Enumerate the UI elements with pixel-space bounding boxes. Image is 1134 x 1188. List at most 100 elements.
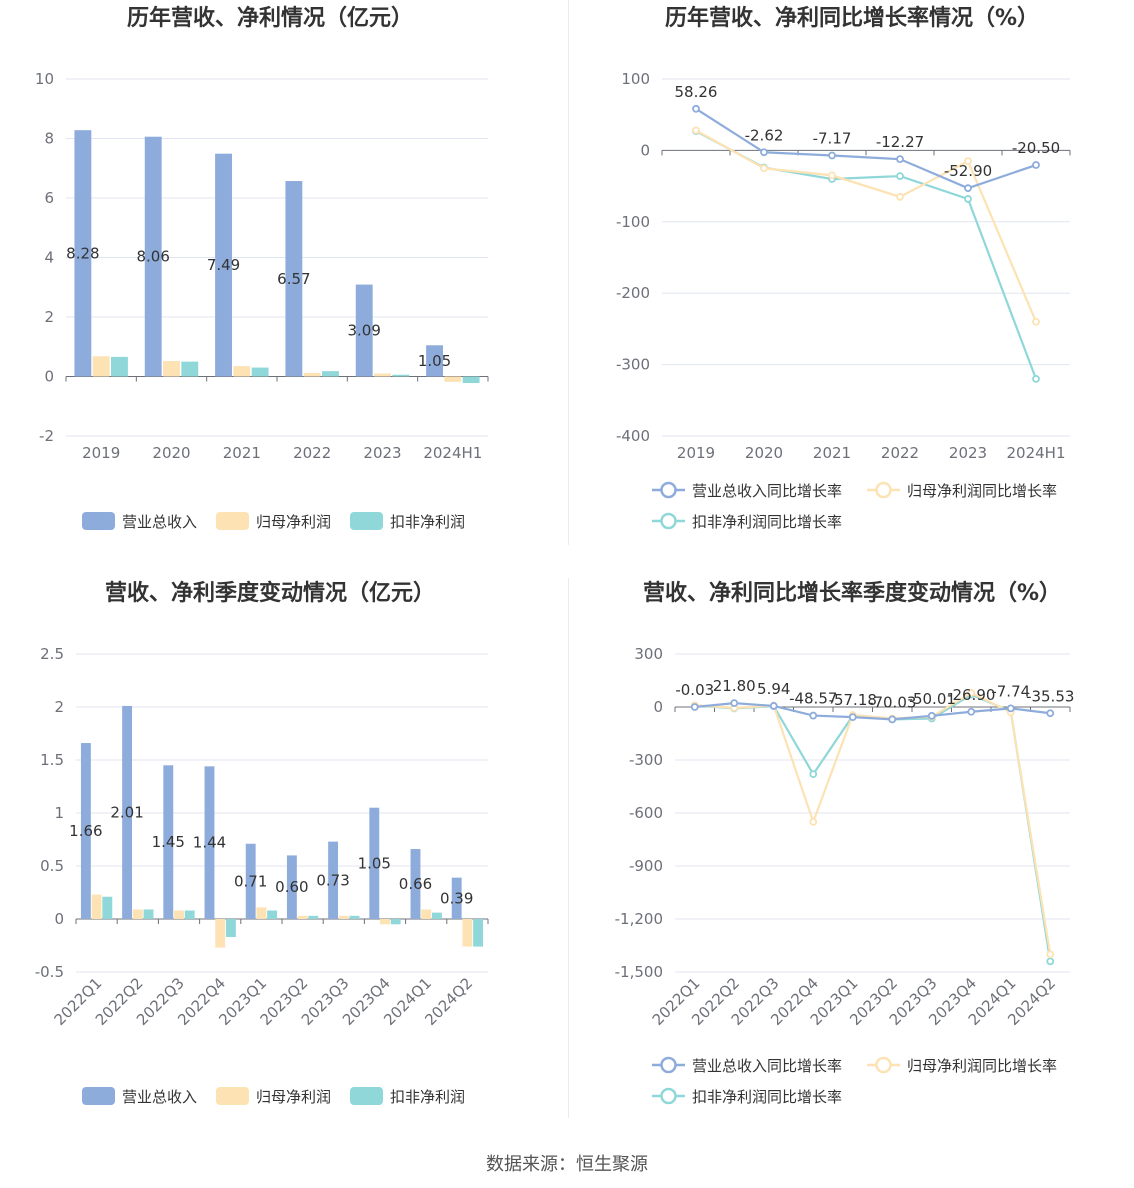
series-point-0 xyxy=(730,699,739,708)
series-point-2 xyxy=(896,172,904,181)
data-source: 数据来源：恒生聚源 xyxy=(486,1154,648,1175)
series-line-1 xyxy=(695,129,1038,323)
bar-1 xyxy=(92,356,110,377)
y-tick-label: -300 xyxy=(629,751,663,769)
legend-swatch xyxy=(350,1087,383,1105)
bar-1 xyxy=(297,915,308,919)
annual-revenue-profit-chart: 历年营收、净利情况（亿元） -2 0 2 4 6 8 10 2019 2020 2021 2022 20… xyxy=(0,0,567,580)
bar-1 xyxy=(462,919,473,947)
y-tick-label: 0.5 xyxy=(40,857,64,875)
y-tick-label: -600 xyxy=(629,804,663,822)
bar-1 xyxy=(444,376,462,382)
bar-2 xyxy=(267,910,278,919)
legend-marker xyxy=(660,481,677,499)
bar-0 xyxy=(410,849,421,919)
legend-marker xyxy=(875,481,892,499)
legend-marker xyxy=(660,512,677,530)
y-tick-label: -0.5 xyxy=(35,963,64,981)
quarterly-growth-rate-chart: 营收、净利同比增长率季度变动情况（%） -1,500 -1,200 -900 -600 -… xyxy=(567,575,1134,1155)
legend-label: 归母净利润同比增长率 xyxy=(907,1057,1057,1075)
y-tick-label: 2 xyxy=(44,308,54,326)
bar-2 xyxy=(251,367,269,377)
series-point-0 xyxy=(1006,704,1015,713)
bar-2 xyxy=(473,919,484,947)
bar-2 xyxy=(143,909,154,919)
x-tick-label: 2019 xyxy=(677,444,715,462)
divider-top xyxy=(568,0,569,545)
data-label: -2.62 xyxy=(745,126,784,144)
data-label: -52.90 xyxy=(944,162,992,180)
data-label: 0.39 xyxy=(440,889,473,907)
bar-0 xyxy=(74,130,92,377)
bar-0 xyxy=(204,766,215,919)
divider-bottom xyxy=(568,578,569,1118)
series-point-0 xyxy=(1032,161,1040,169)
x-tick-label: 2021 xyxy=(813,444,851,462)
bar-1 xyxy=(215,919,226,948)
bar-2 xyxy=(111,356,128,377)
data-label: 1.05 xyxy=(418,352,451,370)
bar-1 xyxy=(233,366,251,377)
bar-0 xyxy=(122,705,133,919)
bar-1 xyxy=(380,919,390,925)
annual-growth-rate-chart: 历年营收、净利同比增长率情况（%） -400 -300 -200 -100 0 100 201… xyxy=(567,0,1134,580)
data-label: 7.49 xyxy=(207,256,240,274)
legend-swatch xyxy=(350,512,383,530)
legend-label: 扣非净利润同比增长率 xyxy=(692,1088,842,1106)
x-tick-label: 2022 xyxy=(293,444,331,462)
series-point-0 xyxy=(927,711,936,720)
series-point-0 xyxy=(964,184,972,193)
legend-swatch xyxy=(82,512,115,530)
y-tick-label: 4 xyxy=(44,249,54,267)
bar-0 xyxy=(144,136,162,377)
y-tick-label: 1.5 xyxy=(40,751,64,769)
chart-title: 历年营收、净利同比增长率情况（%） xyxy=(665,5,1039,31)
data-label: -35.53 xyxy=(1026,687,1074,705)
data-label: 58.26 xyxy=(675,83,718,101)
y-tick-label: -200 xyxy=(616,284,650,302)
legend-swatch xyxy=(82,1087,115,1105)
data-label: 8.06 xyxy=(137,248,170,266)
data-label: -12.27 xyxy=(876,133,924,151)
bar-1 xyxy=(174,910,184,919)
legend-label: 归母净利润同比增长率 xyxy=(907,482,1057,500)
y-tick-label: -400 xyxy=(616,427,650,445)
y-tick-label: -1,500 xyxy=(615,963,663,981)
bar-0 xyxy=(163,765,174,919)
bar-0 xyxy=(355,284,373,377)
data-label: 1.05 xyxy=(358,854,391,872)
legend-label: 营业总收入同比增长率 xyxy=(692,482,842,500)
series-point-1 xyxy=(896,192,904,201)
bar-0 xyxy=(369,807,380,919)
series-line-0 xyxy=(695,107,1037,190)
annual-line-svg: 历年营收、净利同比增长率情况（%） -400 -300 -200 -100 0 100 201… xyxy=(616,5,1071,531)
x-tick-label: 2023 xyxy=(949,444,987,462)
series-point-1 xyxy=(964,157,972,166)
bar-1 xyxy=(303,372,321,377)
x-tick-label: 2021 xyxy=(223,444,261,462)
y-tick-label: 2 xyxy=(54,698,64,716)
series-point-1 xyxy=(967,688,976,697)
bar-1 xyxy=(163,361,180,377)
bar-0 xyxy=(80,743,91,919)
quarter-line-svg: 营收、净利同比增长率季度变动情况（%） -1,500 -1,200 -900 -600 -… xyxy=(615,580,1075,1106)
series-point-0 xyxy=(848,713,857,722)
series-point-0 xyxy=(828,151,836,160)
series-point-1 xyxy=(828,171,836,180)
data-label: 0.60 xyxy=(275,878,308,896)
data-label: -20.50 xyxy=(1012,139,1060,157)
series-point-0 xyxy=(692,104,700,113)
bar-2 xyxy=(392,374,410,377)
y-tick-label: 0 xyxy=(640,141,650,159)
series-point-1 xyxy=(760,164,768,173)
legend-marker xyxy=(660,1056,677,1074)
data-label: 1.66 xyxy=(69,822,102,840)
bar-2 xyxy=(225,919,236,938)
y-tick-label: -300 xyxy=(616,356,650,374)
y-tick-label: -1,200 xyxy=(615,910,663,928)
bar-2 xyxy=(390,919,401,925)
chart-title: 历年营收、净利情况（亿元） xyxy=(127,5,413,31)
series-point-0 xyxy=(769,702,778,710)
data-label: -26.90 xyxy=(947,686,995,704)
bar-2 xyxy=(322,371,339,377)
